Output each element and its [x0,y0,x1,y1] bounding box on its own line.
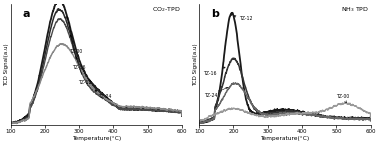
Text: TZ-12: TZ-12 [234,15,252,21]
Text: TZ-16: TZ-16 [70,35,85,70]
X-axis label: Temperature(°C): Temperature(°C) [72,136,121,141]
Text: TZ-00: TZ-00 [336,94,350,103]
Text: NH$_3$ TPD: NH$_3$ TPD [341,5,369,14]
Y-axis label: TCD Signal(a.u): TCD Signal(a.u) [193,43,198,86]
X-axis label: Temperature(°C): Temperature(°C) [260,136,309,141]
Text: a: a [22,9,30,19]
Y-axis label: TCD Signal(a.u): TCD Signal(a.u) [4,43,9,86]
Text: TZ-24: TZ-24 [204,87,228,98]
Text: TZ-24: TZ-24 [95,90,111,99]
Text: TZ-16: TZ-16 [204,67,225,76]
Text: CO$_2$-TPD: CO$_2$-TPD [152,5,180,14]
Text: TZ-00: TZ-00 [66,17,82,54]
Text: b: b [211,9,219,19]
Text: TZ-12: TZ-12 [76,57,91,85]
